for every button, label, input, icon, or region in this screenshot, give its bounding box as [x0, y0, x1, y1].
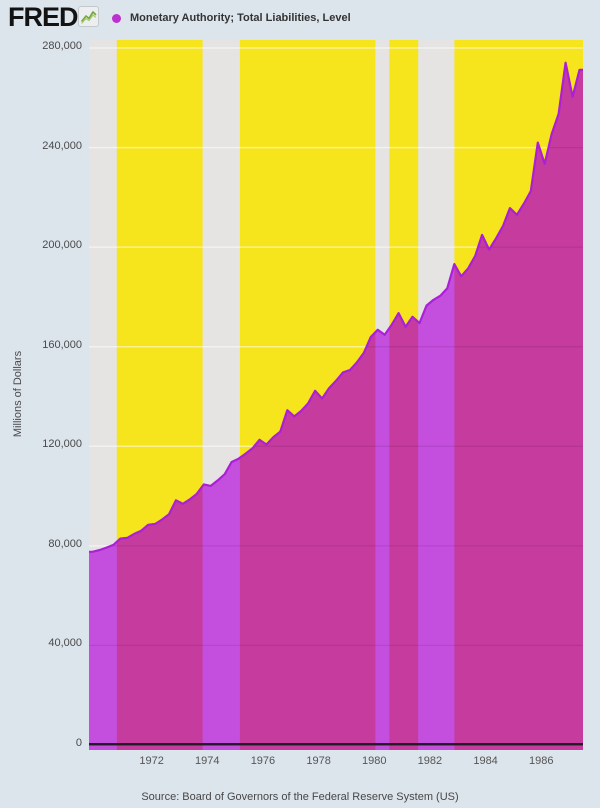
y-tick-label: 0 [75, 737, 82, 749]
series-area-recession-segment [375, 328, 390, 750]
legend-label: Monetary Authority; Total Liabilities, L… [130, 12, 351, 24]
chart-plot-area[interactable] [89, 40, 583, 750]
y-tick-label: 120,000 [42, 438, 82, 451]
sparkline-chart-icon [78, 6, 99, 27]
y-tick-label: 160,000 [42, 338, 82, 351]
y-tick-label: 80,000 [48, 537, 82, 550]
y-tick-label: 280,000 [42, 40, 82, 52]
x-tick-label: 1982 [417, 755, 443, 767]
y-tick-label: 240,000 [42, 139, 82, 152]
y-axis-title: Millions of Dollars [12, 350, 24, 438]
fred-logo[interactable]: FRED [8, 2, 82, 33]
x-tick-label: 1984 [473, 755, 498, 767]
source-caption: Source: Board of Governors of the Federa… [141, 791, 459, 803]
y-tick-label: 200,000 [42, 239, 82, 252]
chart-header: FRED Monetary Authority; Total Liabiliti… [0, 0, 600, 36]
series-legend[interactable]: Monetary Authority; Total Liabilities, L… [112, 11, 351, 25]
series-area-recession-segment [202, 457, 240, 750]
fred-logo-text: FRED [8, 2, 78, 32]
x-tick-label: 1972 [139, 755, 164, 767]
series-line [89, 61, 583, 553]
x-tick-label: 1978 [306, 755, 331, 767]
legend-circle-marker [112, 13, 121, 23]
y-tick-label: 40,000 [48, 637, 82, 650]
x-tick-label: 1986 [529, 755, 554, 767]
x-tick-label: 1980 [362, 755, 387, 767]
x-tick-label: 1976 [250, 755, 276, 767]
x-axis-line [89, 743, 583, 746]
series-area-recession-segment [89, 541, 117, 750]
x-tick-label: 1974 [195, 755, 220, 767]
series-area-recession-segment [418, 264, 455, 750]
